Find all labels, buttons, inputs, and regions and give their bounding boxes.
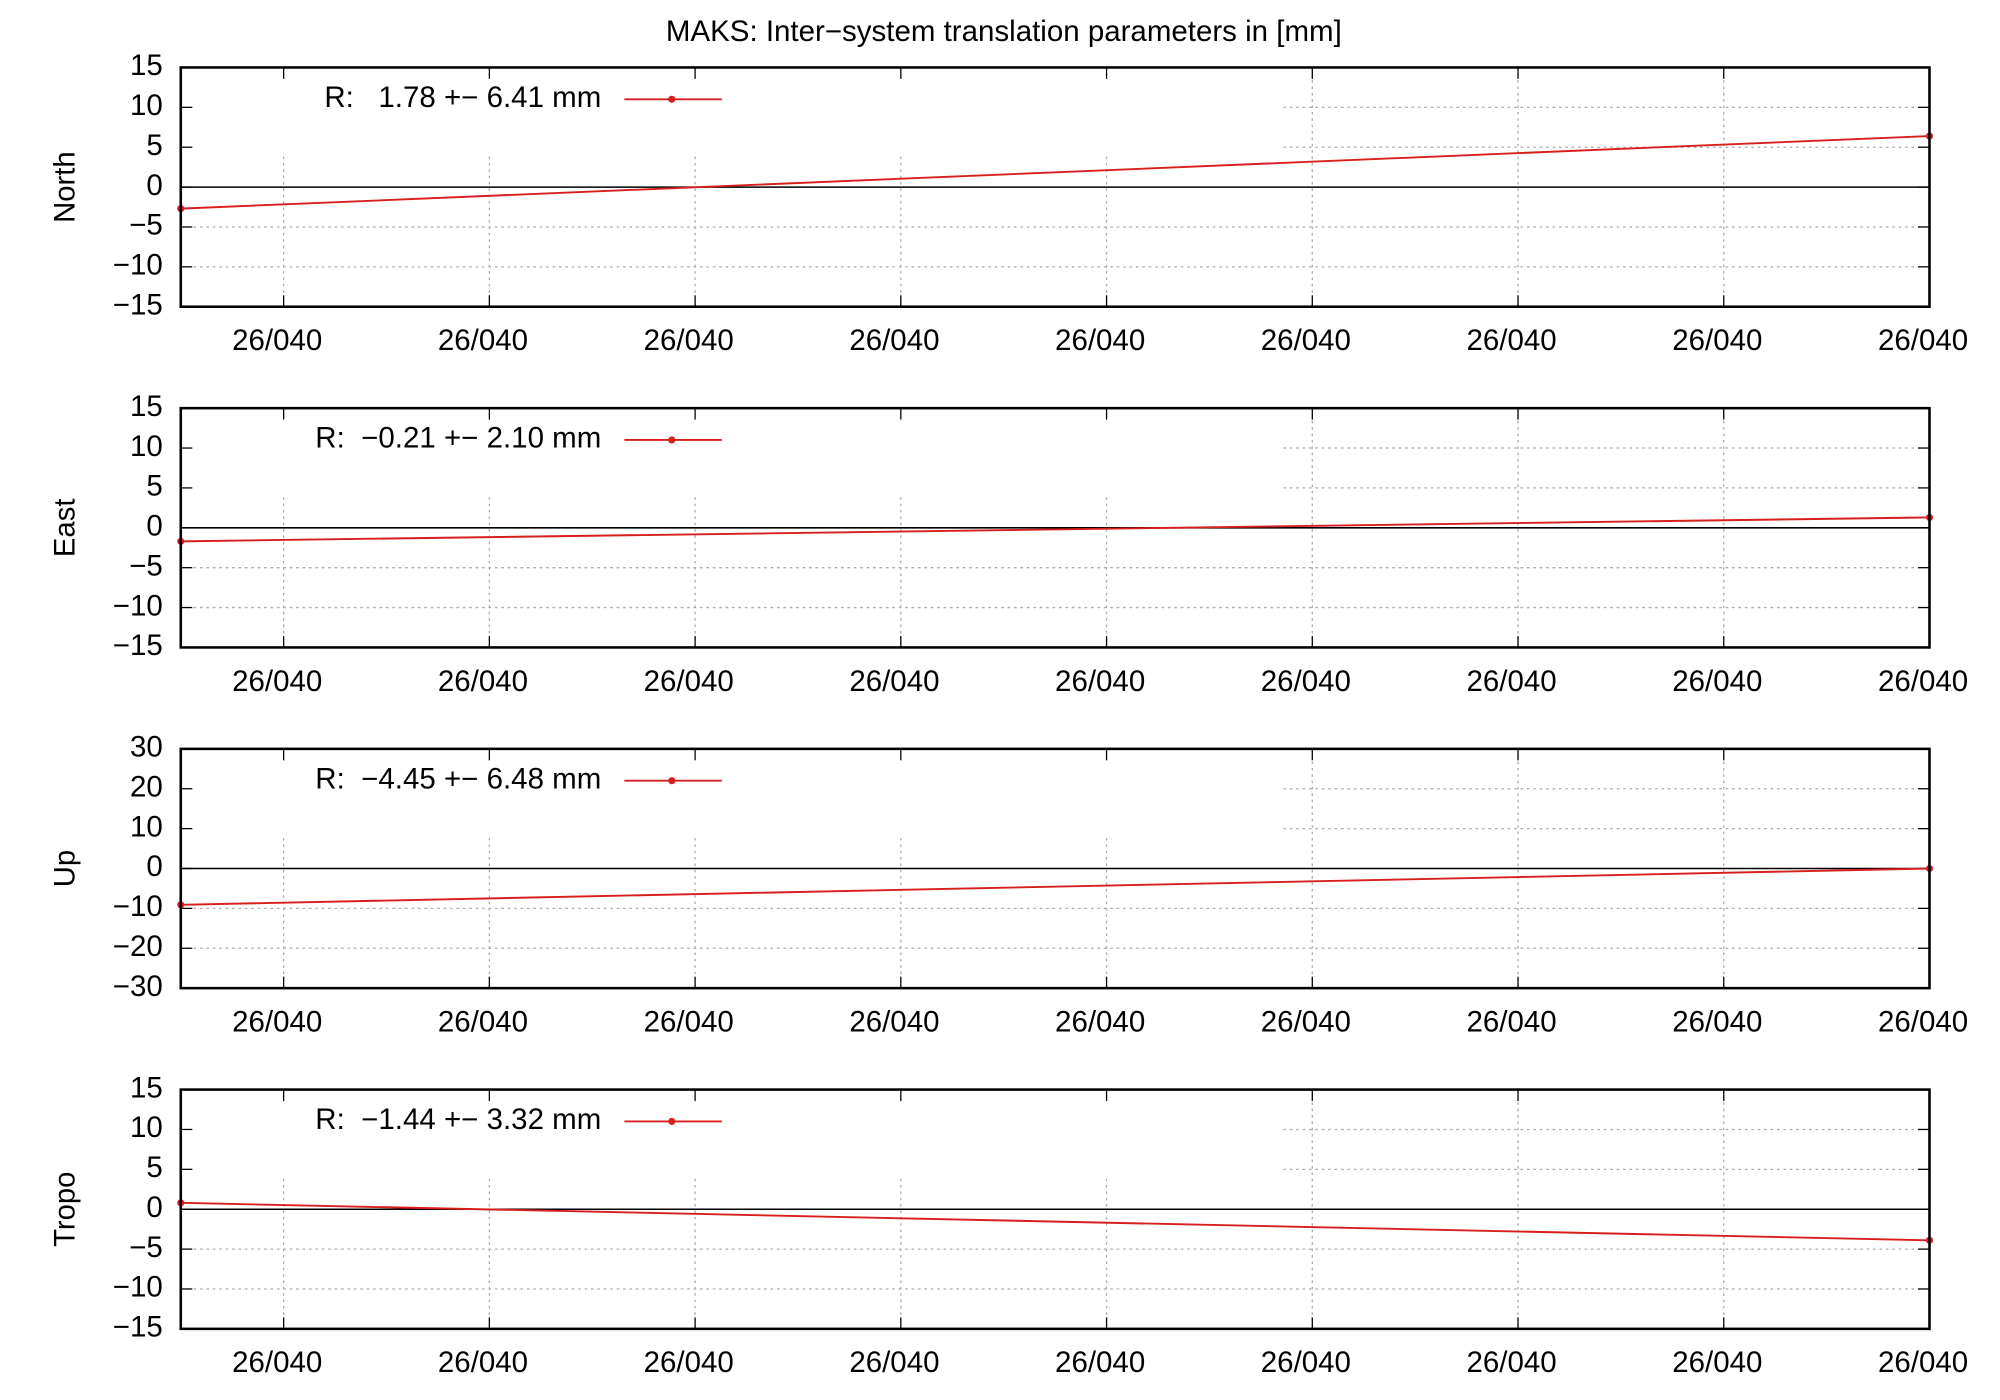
legend-box (182, 409, 1284, 494)
figure-title: MAKS: Inter−system translation parameter… (666, 15, 1342, 48)
y-tick-label: 30 (130, 731, 163, 764)
y-tick-label: 15 (130, 1071, 163, 1104)
x-tick-label: 26/040 (1467, 665, 1557, 698)
x-tick-label: 26/040 (644, 1006, 734, 1039)
x-tick-label: 26/040 (1467, 324, 1557, 357)
x-tick-label: 26/040 (849, 665, 939, 698)
legend-marker (668, 436, 676, 444)
y-axis-label: Up (48, 850, 81, 887)
x-tick-label: 26/040 (1672, 324, 1762, 357)
x-tick-label: 26/040 (438, 1346, 528, 1379)
x-tick-label: 26/040 (232, 665, 322, 698)
y-axis-label: Tropo (48, 1172, 81, 1247)
y-tick-label: 5 (146, 1151, 162, 1184)
x-tick-label: 26/040 (232, 1346, 322, 1379)
y-tick-label: −30 (113, 970, 163, 1003)
y-tick-label: 5 (146, 129, 162, 162)
legend-label: R: 1.78 +− 6.41 mm (324, 81, 601, 114)
x-tick-label: 26/040 (1467, 1346, 1557, 1379)
x-tick-label: 26/040 (438, 665, 528, 698)
data-line (180, 1201, 1930, 1242)
plot-frame (179, 747, 1931, 990)
legend-box (182, 750, 1284, 835)
x-tick-label: 26/040 (849, 324, 939, 357)
x-tick-label: 26/040 (1878, 665, 1968, 698)
y-tick-label: −5 (129, 1231, 163, 1264)
plot-frame (179, 1088, 1931, 1331)
y-tick-label: −10 (113, 890, 163, 923)
x-tick-label: 26/040 (1261, 324, 1351, 357)
y-tick-label: −15 (113, 629, 163, 662)
y-tick-label: 10 (130, 430, 163, 463)
x-tick-label: 26/040 (1261, 1346, 1351, 1379)
data-line (180, 867, 1930, 906)
y-tick-label: 5 (146, 470, 162, 503)
y-tick-label: 15 (130, 390, 163, 423)
y-tick-label: 0 (146, 850, 162, 883)
legend-marker (668, 95, 676, 103)
y-tick-label: −10 (113, 1271, 163, 1304)
y-tick-label: 0 (146, 169, 162, 202)
y-tick-label: −10 (113, 249, 163, 282)
x-tick-label: 26/040 (1878, 1006, 1968, 1039)
x-tick-label: 26/040 (1672, 1006, 1762, 1039)
x-tick-label: 26/040 (1467, 1006, 1557, 1039)
y-axis-label: East (48, 499, 81, 558)
x-tick-label: 26/040 (849, 1346, 939, 1379)
y-tick-label: 15 (130, 49, 163, 82)
x-tick-label: 26/040 (1261, 665, 1351, 698)
legend-label: R: −4.45 +− 6.48 mm (315, 763, 601, 796)
y-axis-label: North (48, 151, 81, 223)
x-tick-label: 26/040 (232, 324, 322, 357)
data-line (180, 516, 1930, 543)
y-tick-label: 0 (146, 510, 162, 543)
y-tick-label: −5 (129, 550, 163, 583)
y-tick-label: 10 (130, 89, 163, 122)
x-tick-label: 26/040 (644, 665, 734, 698)
y-tick-label: 0 (146, 1191, 162, 1224)
x-tick-label: 26/040 (1261, 1006, 1351, 1039)
plot-frame (179, 66, 1931, 308)
legend-label: R: −1.44 +− 3.32 mm (315, 1103, 601, 1136)
legend-marker (668, 1117, 676, 1125)
legend-label: R: −0.21 +− 2.10 mm (315, 422, 601, 455)
x-tick-label: 26/040 (644, 324, 734, 357)
x-tick-label: 26/040 (1878, 324, 1968, 357)
x-tick-label: 26/040 (849, 1006, 939, 1039)
y-tick-label: 20 (130, 771, 163, 804)
x-tick-label: 26/040 (1055, 324, 1145, 357)
x-tick-label: 26/040 (438, 1006, 528, 1039)
legend-box (182, 68, 1284, 153)
x-tick-label: 26/040 (1055, 1006, 1145, 1039)
y-tick-label: −20 (113, 930, 163, 963)
legend-box (182, 1090, 1284, 1175)
x-tick-label: 26/040 (1055, 1346, 1145, 1379)
y-tick-label: 10 (130, 1111, 163, 1144)
x-tick-label: 26/040 (232, 1006, 322, 1039)
y-tick-label: −10 (113, 589, 163, 622)
plot-frame (179, 406, 1931, 649)
x-tick-label: 26/040 (1878, 1346, 1968, 1379)
x-tick-label: 26/040 (1672, 665, 1762, 698)
x-tick-label: 26/040 (1055, 665, 1145, 698)
y-tick-label: −5 (129, 209, 163, 242)
legend-marker (668, 777, 676, 785)
y-tick-label: −15 (113, 289, 163, 322)
x-tick-label: 26/040 (1672, 1346, 1762, 1379)
x-tick-label: 26/040 (644, 1346, 734, 1379)
y-tick-label: −15 (113, 1311, 163, 1344)
y-tick-label: 10 (130, 810, 163, 843)
x-tick-label: 26/040 (438, 324, 528, 357)
data-line (180, 135, 1930, 210)
